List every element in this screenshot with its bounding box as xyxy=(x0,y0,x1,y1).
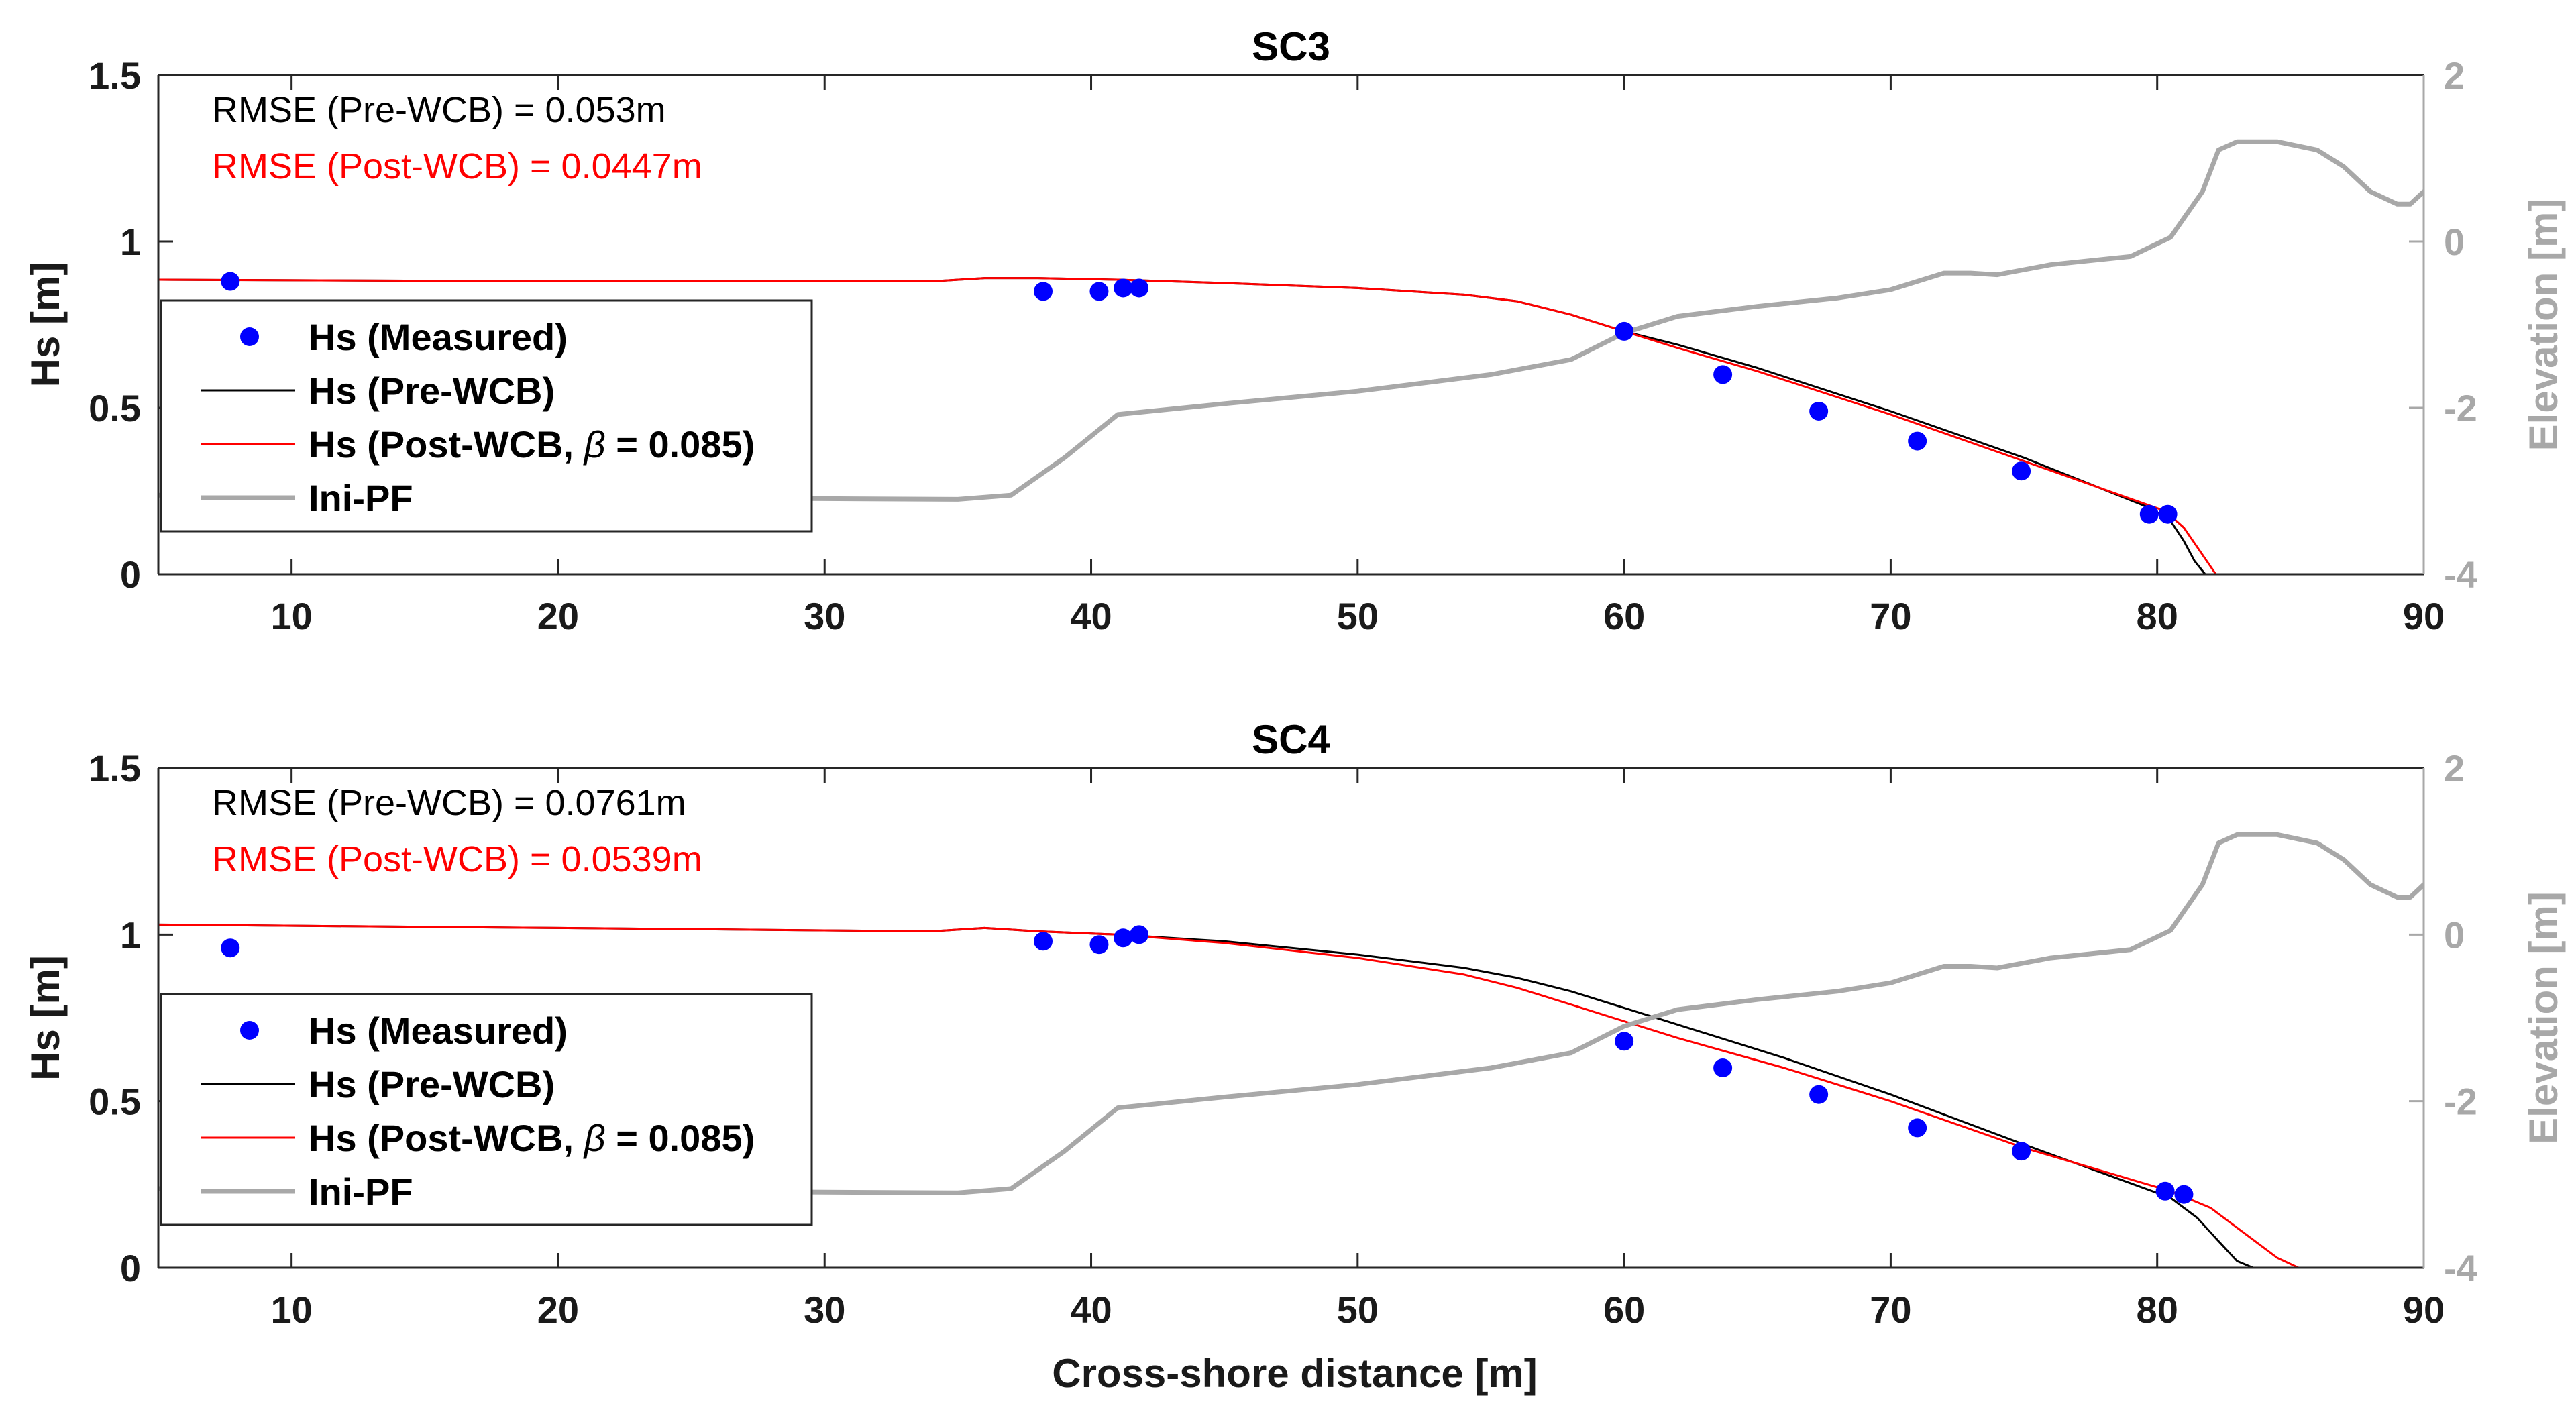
x-tick-label: 40 xyxy=(1070,595,1112,637)
y-tick-label: 1 xyxy=(120,221,141,263)
legend-label: Ini-PF xyxy=(309,1171,413,1213)
measured-point xyxy=(1615,321,1634,341)
x-tick-label: 70 xyxy=(1870,1289,1911,1331)
measured-point xyxy=(1809,1085,1829,1104)
y-right-tick-label: 2 xyxy=(2444,747,2465,790)
panel-sc3: 10 20 30 40 50 60 70 80 90 0 0.5 1 1.5 -4 -2 0 2 SC3 Hs [m… xyxy=(23,24,2566,637)
legend-marker xyxy=(240,327,259,346)
legend-label-symbol: β xyxy=(583,1117,606,1159)
measured-point xyxy=(1713,1058,1733,1077)
measured-point xyxy=(1809,401,1829,421)
x-axis-label: Cross-shore distance [m] xyxy=(1052,1351,1538,1396)
measured-point xyxy=(221,272,240,291)
measured-point xyxy=(2139,504,2159,524)
x-tick-label: 90 xyxy=(2403,595,2445,637)
series-line-3 xyxy=(158,139,2424,502)
x-tick-label: 30 xyxy=(804,1289,845,1331)
y-tick-label: 0.5 xyxy=(89,387,141,429)
rmse-annotation: RMSE (Pre-WCB) = 0.053m xyxy=(212,90,666,130)
legend-label-suffix: = 0.085) xyxy=(606,1117,755,1159)
rmse-annotation: RMSE (Post-WCB) = 0.0447m xyxy=(212,146,702,186)
y-tick-label: 0 xyxy=(120,553,141,596)
y-right-tick-label: -4 xyxy=(2444,553,2477,596)
legend: Hs (Measured) Hs (Pre-WCB) Hs (Post-WCB, β… xyxy=(160,299,813,533)
legend-label-symbol: β xyxy=(583,423,606,466)
chart-title: SC3 xyxy=(1252,24,1330,69)
measured-point xyxy=(1114,278,1133,298)
x-tick-label: 10 xyxy=(270,1289,312,1331)
measured-point xyxy=(2158,504,2178,524)
x-tick-label: 60 xyxy=(1603,595,1645,637)
x-tick-label: 40 xyxy=(1070,1289,1112,1331)
measured-point xyxy=(1130,278,1149,298)
legend-label: Hs (Pre-WCB) xyxy=(309,370,555,412)
x-tick-label: 20 xyxy=(537,1289,579,1331)
x-tick-label: 80 xyxy=(2137,595,2178,637)
y-axis-label: Hs [m] xyxy=(23,262,68,388)
x-tick-label: 90 xyxy=(2403,1289,2445,1331)
measured-point xyxy=(1089,935,1109,955)
legend-label: Ini-PF xyxy=(309,477,413,519)
y-tick-label: 1.5 xyxy=(89,747,141,790)
measured-point xyxy=(221,938,240,958)
legend-label-suffix: = 0.085) xyxy=(606,423,755,466)
measured-point xyxy=(2155,1181,2175,1201)
x-tick-label: 60 xyxy=(1603,1289,1645,1331)
y-right-tick-label: 2 xyxy=(2444,54,2465,97)
measured-point xyxy=(1114,928,1133,948)
legend-box xyxy=(160,299,813,533)
legend-label-prefix: Hs (Post-WCB, xyxy=(309,423,584,466)
legend-label: Hs (Pre-WCB) xyxy=(309,1063,555,1105)
y-right-axis-label: Elevation [m] xyxy=(2521,199,2566,451)
x-tick-label: 70 xyxy=(1870,595,1911,637)
measured-point xyxy=(1130,925,1149,944)
measured-point xyxy=(2174,1185,2194,1204)
series-line-3 xyxy=(158,832,2424,1195)
rmse-annotation: RMSE (Pre-WCB) = 0.0761m xyxy=(212,783,686,823)
x-tick-label: 80 xyxy=(2137,1289,2178,1331)
y-right-tick-label: -2 xyxy=(2444,1081,2477,1123)
legend-label-prefix: Hs (Post-WCB, xyxy=(309,1117,584,1159)
legend: Hs (Measured) Hs (Pre-WCB) Hs (Post-WCB, β… xyxy=(160,993,813,1226)
measured-point xyxy=(1908,431,1927,451)
y-right-tick-label: -2 xyxy=(2444,387,2477,429)
y-right-tick-label: 0 xyxy=(2444,221,2465,263)
series-line-2 xyxy=(158,923,2424,1269)
y-right-tick-label: -4 xyxy=(2444,1247,2477,1289)
measured-point xyxy=(2012,1142,2031,1161)
x-tick-label: 50 xyxy=(1337,1289,1379,1331)
measured-point xyxy=(1089,282,1109,301)
chart-title: SC4 xyxy=(1252,717,1330,762)
x-tick-label: 30 xyxy=(804,595,845,637)
legend-label: Hs (Measured) xyxy=(309,1010,568,1052)
y-tick-label: 0 xyxy=(120,1247,141,1289)
y-tick-label: 0.5 xyxy=(89,1081,141,1123)
y-tick-label: 1 xyxy=(120,914,141,956)
y-right-tick-label: 0 xyxy=(2444,914,2465,956)
measured-point xyxy=(1615,1032,1634,1051)
legend-label: Hs (Post-WCB, β = 0.085) xyxy=(309,423,755,466)
measured-point xyxy=(2012,461,2031,481)
y-right-axis-label: Elevation [m] xyxy=(2521,891,2566,1144)
x-tick-label: 20 xyxy=(537,595,579,637)
rmse-annotation: RMSE (Post-WCB) = 0.0539m xyxy=(212,839,702,879)
measured-point xyxy=(1034,932,1053,951)
legend-label: Hs (Measured) xyxy=(309,316,568,358)
panel-sc4: 10 20 30 40 50 60 70 80 90 0 0.5 1 1.5 -4 -2 0 2 SC4 Hs [m… xyxy=(23,717,2566,1331)
x-tick-label: 50 xyxy=(1337,595,1379,637)
series-line-2 xyxy=(158,277,2424,576)
x-tick-label: 10 xyxy=(270,595,312,637)
legend-marker xyxy=(240,1021,259,1040)
measured-point xyxy=(1908,1118,1927,1138)
legend-label: Hs (Post-WCB, β = 0.085) xyxy=(309,1117,755,1159)
y-tick-label: 1.5 xyxy=(89,54,141,97)
measured-point xyxy=(1034,282,1053,301)
measured-point xyxy=(1713,365,1733,384)
y-axis-label: Hs [m] xyxy=(23,955,68,1081)
legend-box xyxy=(160,993,813,1226)
